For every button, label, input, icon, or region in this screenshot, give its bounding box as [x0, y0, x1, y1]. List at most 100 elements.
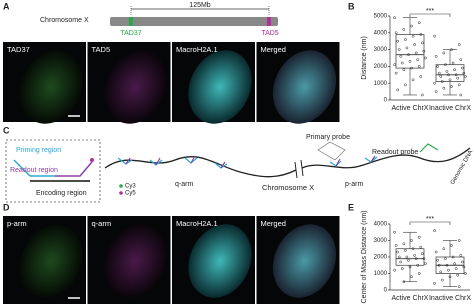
- point: [420, 252, 424, 256]
- point: [440, 80, 444, 83]
- nucleus: [19, 50, 83, 124]
- point: [413, 43, 416, 46]
- point: [411, 247, 415, 251]
- dna-label: Genomic DNA: [450, 150, 474, 186]
- point: [408, 60, 412, 63]
- point: [416, 58, 420, 62]
- y-tick-label: 3000: [374, 47, 388, 53]
- panel-label: C: [3, 125, 10, 135]
- cy3-dot: [119, 184, 123, 188]
- point: [411, 34, 415, 38]
- chromosome-label: Chromosome X: [262, 183, 314, 192]
- legend-label: Cy3: [125, 184, 136, 190]
- y-axis-label: Distance (nm): [361, 36, 368, 80]
- point: [457, 83, 461, 87]
- point: [396, 88, 400, 92]
- legend-label: Cy5: [125, 191, 136, 197]
- point: [450, 85, 453, 88]
- point: [394, 244, 398, 247]
- point: [459, 58, 463, 62]
- y-tick-label: 4000: [374, 222, 388, 228]
- point: [457, 43, 461, 46]
- point: [440, 278, 444, 282]
- point: [399, 54, 403, 58]
- y-tick-label: 4000: [374, 30, 388, 36]
- point: [402, 242, 406, 246]
- point: [433, 282, 436, 285]
- dye: [90, 158, 94, 162]
- point: [448, 78, 452, 82]
- point: [402, 68, 406, 72]
- point: [457, 239, 461, 242]
- cy5-dot: [119, 191, 123, 195]
- point: [460, 66, 464, 70]
- tad-marker: [267, 17, 271, 26]
- point: [411, 78, 415, 82]
- point: [419, 245, 423, 249]
- nucleus: [188, 224, 252, 298]
- point: [414, 257, 418, 260]
- chromosome-curve: [104, 147, 471, 178]
- significance-bracket: [409, 13, 451, 17]
- image-label: MacroH2A.1: [176, 45, 218, 54]
- point: [407, 53, 410, 56]
- nucleus: [19, 224, 83, 298]
- point: [405, 255, 409, 259]
- point: [417, 21, 421, 25]
- point: [450, 48, 453, 51]
- point: [456, 273, 460, 277]
- point: [434, 54, 438, 58]
- nucleus: [103, 224, 168, 298]
- point: [445, 263, 449, 267]
- arm-label: q-arm: [175, 181, 193, 188]
- y-tick-label: 2000: [374, 64, 388, 70]
- readout-strand: [55, 161, 93, 177]
- point: [410, 66, 413, 70]
- point: [448, 275, 452, 279]
- nucleus: [103, 50, 168, 124]
- y-tick-label: 0: [384, 98, 388, 104]
- y-tick-label: 2000: [374, 255, 388, 261]
- significance-bracket: [409, 221, 451, 225]
- point: [454, 267, 458, 270]
- chromosome-bar: [110, 17, 278, 26]
- point: [434, 250, 438, 254]
- point: [434, 90, 438, 93]
- point: [393, 63, 396, 67]
- point: [402, 28, 406, 31]
- y-tick-label: 1000: [374, 271, 388, 277]
- point: [420, 41, 424, 45]
- point: [413, 254, 416, 257]
- tad-label: TAD5: [261, 30, 278, 37]
- point: [402, 280, 406, 284]
- panel-label: E: [348, 202, 354, 212]
- point: [417, 272, 421, 275]
- point: [444, 257, 447, 260]
- point: [404, 249, 407, 252]
- y-tick-label: 5000: [374, 14, 388, 20]
- point: [433, 81, 436, 85]
- y-tick-label: 0: [384, 288, 388, 294]
- point: [404, 83, 407, 87]
- panel-label: B: [348, 1, 355, 11]
- point: [445, 70, 449, 73]
- probe-label: Readout probe: [372, 149, 418, 156]
- image-label: TAD5: [92, 45, 111, 54]
- point: [405, 46, 409, 50]
- panel-label: D: [3, 202, 10, 212]
- point: [447, 268, 450, 272]
- inset-label: Readout region: [10, 167, 58, 174]
- box: [395, 34, 425, 69]
- point: [407, 258, 410, 262]
- inset-label: Encoding region: [36, 190, 87, 197]
- point: [439, 75, 443, 78]
- point: [422, 257, 426, 260]
- point: [439, 270, 443, 274]
- x-tick-label: Inactive ChrX: [429, 105, 471, 112]
- box: [435, 64, 465, 82]
- point: [400, 61, 404, 65]
- point: [451, 255, 455, 259]
- point: [464, 75, 467, 78]
- charts: 0 1000 2000 3000 4000 5000 Distance (nm) Active…: [361, 8, 471, 304]
- significance-label: ***: [426, 216, 434, 223]
